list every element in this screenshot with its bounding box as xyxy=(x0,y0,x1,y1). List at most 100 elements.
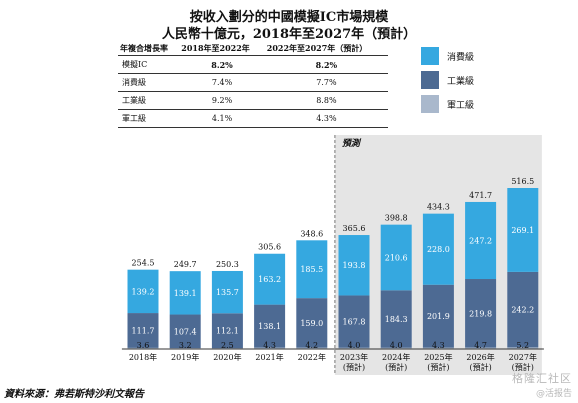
watermark-handle: @活报告 xyxy=(535,389,572,399)
bar-segment-industrial xyxy=(169,314,201,349)
cagr-table: 年複合增長率 2018年至2022年 2022年至2027年（預計） 模擬IC … xyxy=(118,42,388,128)
x-tick-label: 2023年 xyxy=(340,352,368,362)
bar-segment-military xyxy=(338,347,370,349)
x-tick-label: (預計) xyxy=(512,362,534,372)
data-label-industrial: 138.1 xyxy=(258,322,281,331)
bar-segment-industrial xyxy=(422,284,454,348)
x-tick-label: 2020年 xyxy=(213,352,241,362)
data-label-military: 4.3 xyxy=(432,341,445,350)
data-label-industrial: 112.1 xyxy=(216,327,239,336)
watermark-text: 格隆汇社区 xyxy=(512,372,572,385)
bar-segment-military xyxy=(465,347,497,349)
data-label-industrial: 111.7 xyxy=(132,326,155,335)
legend-label-military: 軍工級 xyxy=(447,101,475,111)
legend-label-consumer: 消費級 xyxy=(447,53,475,63)
x-tick-label: 2022年 xyxy=(298,352,326,362)
data-label-consumer: 139.1 xyxy=(174,289,197,298)
data-label-total: 398.8 xyxy=(385,214,408,223)
bar-segment-military xyxy=(127,347,159,349)
cagr-header-period1: 2018年至2022年 xyxy=(181,43,250,53)
data-label-consumer: 269.1 xyxy=(511,226,534,235)
cagr-row-value2: 4.3% xyxy=(264,109,388,128)
bar-segment-consumer xyxy=(211,270,243,314)
data-label-military: 3.2 xyxy=(179,341,192,350)
data-label-total: 434.3 xyxy=(427,203,450,212)
x-tick-label: (預計) xyxy=(385,362,407,372)
x-tick-label: 2024年 xyxy=(382,352,410,362)
bar-segment-military xyxy=(380,347,412,349)
data-label-consumer: 210.6 xyxy=(385,253,408,262)
data-label-total: 516.5 xyxy=(511,177,534,186)
data-label-military: 4.0 xyxy=(348,341,361,350)
cagr-row-label: 軍工級 xyxy=(118,109,180,128)
data-label-consumer: 185.5 xyxy=(300,265,323,274)
source-note: 資料來源：弗若斯特沙利文報告 xyxy=(4,389,144,400)
data-label-industrial: 219.8 xyxy=(469,309,492,318)
bar-segment-industrial xyxy=(465,279,497,348)
data-label-industrial: 107.4 xyxy=(174,327,197,336)
x-tick-label: 2026年 xyxy=(466,352,494,362)
bar-segment-consumer xyxy=(465,201,497,280)
bar-segment-military xyxy=(296,347,328,349)
x-tick-label: 2019年 xyxy=(171,352,199,362)
bar-segment-industrial xyxy=(296,298,328,348)
bar-segment-consumer xyxy=(127,269,159,314)
bar-segment-industrial xyxy=(507,271,539,348)
data-label-industrial: 167.8 xyxy=(343,318,366,327)
data-label-military: 4.2 xyxy=(305,341,318,350)
bar-segment-consumer xyxy=(380,224,412,291)
data-label-industrial: 184.3 xyxy=(385,315,408,324)
cagr-header-label: 年複合增長率 xyxy=(120,43,168,53)
data-label-consumer: 193.8 xyxy=(343,261,366,270)
bar-segment-military xyxy=(254,347,286,349)
data-label-military: 5.2 xyxy=(516,341,529,350)
legend-swatch-military xyxy=(421,95,439,113)
legend-label-industrial: 工業級 xyxy=(447,77,475,87)
data-label-total: 250.3 xyxy=(216,260,239,269)
data-label-industrial: 242.2 xyxy=(511,306,534,315)
cagr-header-period2: 2022年至2027年（預計） xyxy=(266,43,368,53)
data-label-total: 305.6 xyxy=(258,243,281,252)
data-label-consumer: 163.2 xyxy=(258,275,281,284)
data-label-military: 4.7 xyxy=(474,341,487,350)
chart-title: 按收入劃分的中國模擬IC市場規模 xyxy=(189,10,389,25)
chart-subtitle: 人民幣十億元，2018年至2027年（預計） xyxy=(161,27,417,42)
bar-segment-industrial xyxy=(338,295,370,348)
bar-segment-consumer xyxy=(254,253,286,305)
x-tick-label: 2018年 xyxy=(129,352,157,362)
x-tick-label: 2025年 xyxy=(424,352,452,362)
cagr-row-military: 軍工級 4.1% 4.3% xyxy=(118,109,388,128)
bar-segment-consumer xyxy=(169,271,201,315)
bar-segment-consumer xyxy=(338,235,370,296)
legend-swatch-industrial xyxy=(421,71,439,89)
data-label-consumer: 135.7 xyxy=(216,288,239,297)
data-label-consumer: 139.2 xyxy=(132,287,155,296)
data-label-military: 2.5 xyxy=(221,341,234,350)
data-label-consumer: 247.2 xyxy=(469,236,492,245)
bar-segment-industrial xyxy=(380,290,412,348)
data-label-total: 254.5 xyxy=(132,259,155,268)
data-label-industrial: 201.9 xyxy=(427,312,450,321)
bar-segment-consumer xyxy=(296,240,328,299)
bar-segment-consumer xyxy=(507,188,539,272)
x-tick-label: (預計) xyxy=(343,362,365,372)
data-label-military: 3.6 xyxy=(137,341,150,350)
bar-segment-military xyxy=(507,347,539,349)
data-label-total: 249.7 xyxy=(174,260,197,269)
data-label-consumer: 228.0 xyxy=(427,245,450,254)
legend-swatch-consumer xyxy=(421,47,439,65)
x-tick-label: (預計) xyxy=(469,362,491,372)
bar-segment-consumer xyxy=(422,213,454,285)
data-label-military: 4.0 xyxy=(390,341,403,350)
bar-segment-industrial xyxy=(127,313,159,348)
data-label-industrial: 159.0 xyxy=(300,319,323,328)
x-tick-label: 2021年 xyxy=(255,352,283,362)
bar-segment-industrial xyxy=(254,304,286,348)
x-tick-label: (預計) xyxy=(427,362,449,372)
cagr-header-row: 年複合增長率 2018年至2022年 2022年至2027年（預計） xyxy=(118,42,388,56)
x-tick-label: 2027年 xyxy=(509,352,537,362)
data-label-military: 4.3 xyxy=(263,341,276,350)
data-label-total: 471.7 xyxy=(469,191,492,200)
